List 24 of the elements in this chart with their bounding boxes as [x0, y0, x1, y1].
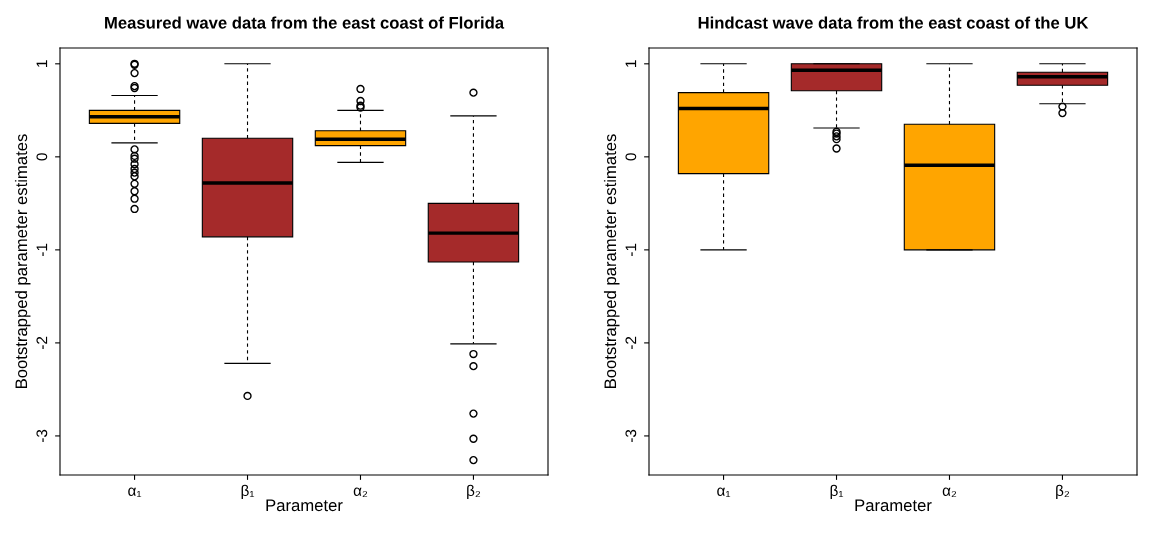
y-tick-label: 1	[625, 60, 637, 67]
y-tick-label: -1	[625, 243, 637, 256]
chart-title: Measured wave data from the east coast of Florida	[105, 16, 505, 29]
chart-title: Hindcast wave data from the east coast of the UK	[698, 16, 1089, 29]
y-tick-label: -3	[625, 429, 637, 443]
y-tick-label: 0	[36, 153, 48, 161]
x-axis-title: Parameter	[855, 499, 932, 512]
y-tick-label: -1	[36, 243, 48, 256]
x-axis-title: Parameter	[266, 499, 343, 512]
x-tick-label: β₂	[467, 484, 481, 499]
x-tick-label: α₂	[942, 487, 957, 498]
x-tick-label: β₁	[241, 484, 255, 499]
x-tick-label: α₁	[717, 487, 731, 498]
x-tick-label: β₁	[830, 484, 844, 499]
y-axis-title: Bootstrapped parameter estimates	[14, 134, 31, 388]
x-tick-label: α₂	[353, 487, 368, 498]
x-tick-label: β₂	[1056, 484, 1070, 499]
y-tick-label: -2	[36, 336, 48, 350]
y-axis-title: Bootstrapped parameter estimates	[603, 134, 620, 388]
y-tick-label: 1	[36, 60, 48, 67]
y-tick-label: -3	[36, 429, 48, 443]
y-tick-label: 0	[625, 153, 637, 161]
x-tick-label: α₁	[128, 487, 142, 498]
y-tick-label: -2	[625, 336, 637, 350]
